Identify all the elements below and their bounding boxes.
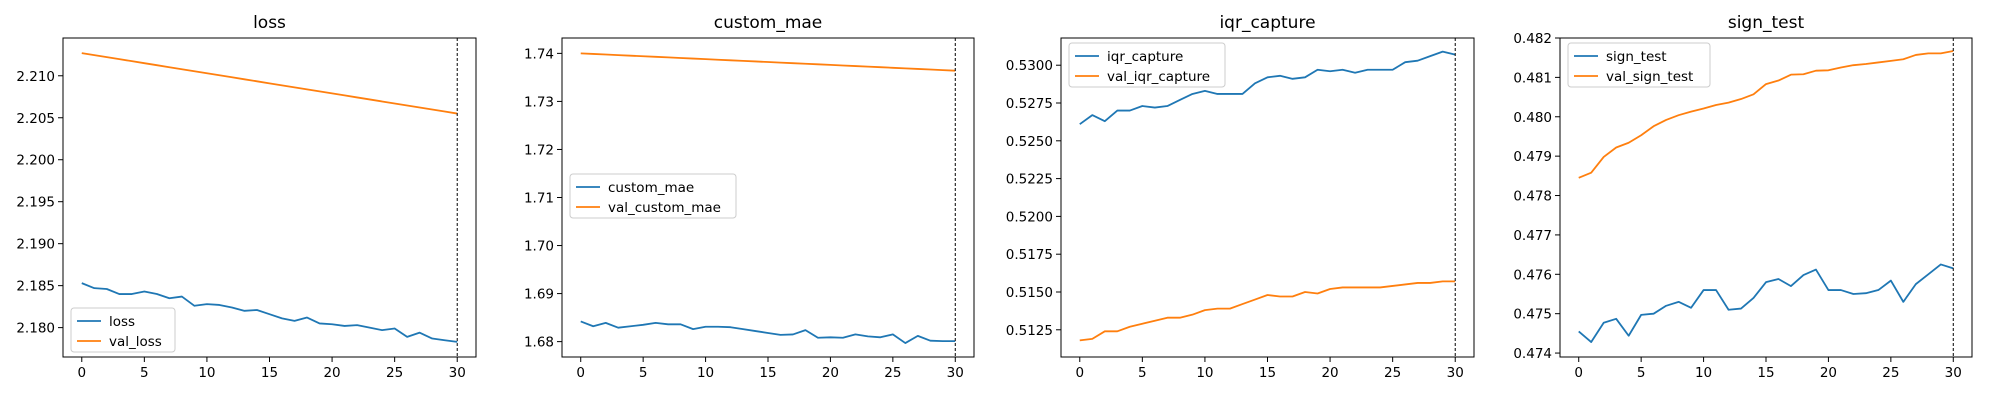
legend-label: val_loss [109,334,162,350]
x-tick-label: 5 [639,365,648,381]
y-tick-label: 2.185 [16,279,55,295]
y-tick-label: 0.481 [1513,70,1552,86]
y-tick-label: 2.200 [16,153,55,169]
x-tick-label: 20 [323,365,340,381]
legend: loss val_loss [70,307,176,353]
x-tick-label: 20 [822,365,839,381]
y-tick-label: 2.180 [16,321,55,337]
chart-title: loss [253,13,286,33]
legend-label: val_sign_test [1606,69,1693,85]
y-tick-label: 0.5225 [1006,172,1053,188]
axes-frame [561,37,975,358]
x-tick-label: 15 [1757,365,1774,381]
legend-label: val_iqr_capture [1107,69,1210,85]
legend: iqr_capture val_iqr_capture [1068,42,1226,88]
x-tick-label: 25 [884,365,901,381]
y-tick-label: 0.5150 [1006,285,1053,301]
y-tick-label: 0.5200 [1006,209,1053,225]
x-tick-label: 10 [1695,365,1712,381]
x-tick-label: 20 [1321,365,1338,381]
x-tick-label: 10 [697,365,714,381]
y-tick-label: 1.70 [524,239,554,255]
legend-label: loss [109,314,135,330]
chart-panel-loss: loss 0 5 10 15 20 25 30 2.180 2.185 2.190 2.195 2.20… [16,13,477,381]
legend-box [569,173,737,219]
x-tick-label: 0 [1574,365,1583,381]
y-tick-label: 1.71 [524,191,554,207]
y-tick-label: 0.474 [1513,346,1552,362]
x-tick-label: 15 [261,365,278,381]
series-line-val_custom_mae [580,52,956,72]
legend: sign_test val_sign_test [1567,42,1711,88]
y-tick-label: 2.195 [16,195,55,211]
legend-box [1567,42,1711,88]
x-tick-label: 15 [759,365,776,381]
y-tick-label: 1.74 [524,46,554,62]
y-tick-label: 0.5125 [1006,323,1053,339]
axes-frame [1060,37,1475,358]
x-tick-label: 30 [1447,365,1464,381]
chart-title: sign_test [1728,13,1805,33]
x-tick-label: 0 [576,365,585,381]
legend-label: sign_test [1606,49,1667,65]
x-tick-label: 5 [1138,365,1147,381]
legend-label: custom_mae [608,180,694,196]
series-line-sign_test [1578,263,1954,343]
x-tick-label: 25 [1384,365,1401,381]
series-line-val_loss [81,52,458,115]
y-tick-label: 1.72 [524,142,554,158]
x-tick-label: 25 [386,365,403,381]
x-tick-label: 10 [1196,365,1213,381]
x-tick-label: 0 [77,365,86,381]
series-line-custom_mae [580,320,956,344]
legend-label: iqr_capture [1107,49,1183,65]
y-tick-label: 2.205 [16,111,55,127]
chart-panel-custom_mae: custom_mae 0 5 10 15 20 25 30 1.68 1.69 1.70 1.71 1.… [524,13,975,381]
legend: custom_mae val_custom_mae [569,173,737,219]
y-tick-label: 0.480 [1513,110,1552,126]
x-tick-label: 20 [1820,365,1837,381]
legend-box [1068,42,1226,88]
y-tick-label: 0.482 [1513,31,1552,47]
series-line-val_sign_test [1578,50,1954,179]
y-tick-label: 0.478 [1513,189,1552,205]
x-tick-label: 30 [449,365,466,381]
y-tick-label: 1.69 [524,287,554,303]
y-tick-label: 2.210 [16,69,55,85]
chart-title: iqr_capture [1219,13,1315,33]
chart-panel-iqr_capture: iqr_capture 0 5 10 15 20 25 30 0.5125 0.5150 0.517… [1006,13,1475,381]
y-tick-label: 1.68 [524,335,554,351]
x-tick-label: 0 [1075,365,1084,381]
y-tick-label: 0.477 [1513,228,1552,244]
series-line-val_iqr_capture [1079,280,1456,342]
x-tick-label: 30 [1945,365,1962,381]
series-line-iqr_capture [1079,50,1456,125]
y-tick-label: 0.479 [1513,149,1552,165]
series-line-loss [81,282,458,343]
axes-frame [1559,37,1973,358]
x-tick-label: 25 [1882,365,1899,381]
y-tick-label: 1.73 [524,94,554,110]
y-tick-label: 0.475 [1513,307,1552,323]
x-tick-label: 10 [198,365,215,381]
axes-frame [62,37,477,358]
x-tick-label: 30 [947,365,964,381]
x-tick-label: 15 [1259,365,1276,381]
x-tick-label: 5 [1637,365,1646,381]
y-tick-label: 0.5275 [1006,96,1053,112]
y-tick-label: 2.190 [16,237,55,253]
y-tick-label: 0.5175 [1006,247,1053,263]
y-tick-label: 0.5250 [1006,134,1053,150]
y-tick-label: 0.5300 [1006,58,1053,74]
x-tick-label: 5 [140,365,149,381]
legend-label: val_custom_mae [608,200,721,216]
y-tick-label: 0.476 [1513,267,1552,283]
chart-panel-sign_test: sign_test 0 5 10 15 20 25 30 0.474 0.475 0.476 0.47… [1513,13,1973,381]
chart-title: custom_mae [714,13,823,33]
